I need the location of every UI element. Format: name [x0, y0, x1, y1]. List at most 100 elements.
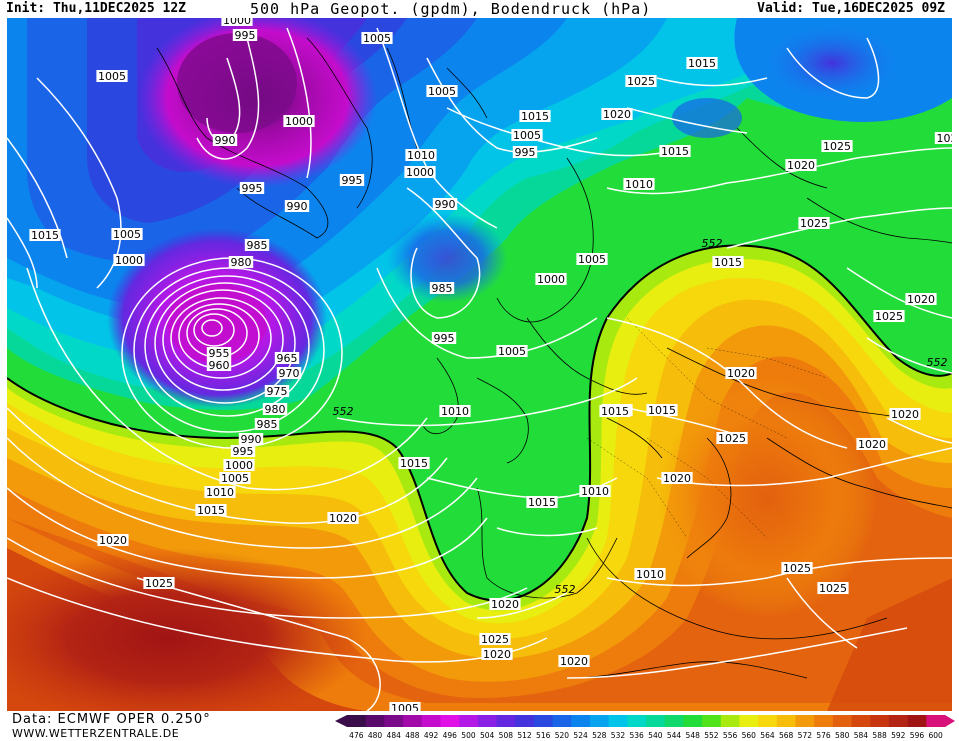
scale-tick-label: 576: [816, 731, 831, 740]
svg-text:1005: 1005: [498, 345, 526, 358]
svg-text:1010: 1010: [441, 405, 469, 418]
isobar-label: 1025: [143, 577, 175, 590]
svg-text:1025: 1025: [875, 310, 903, 323]
scale-arrow-left: [335, 715, 347, 727]
isobar-label: 1000: [535, 273, 567, 286]
isobar-label: 1005: [576, 253, 608, 266]
isobar-label: 1015: [659, 145, 691, 158]
isobar-label: 1020: [481, 648, 513, 661]
svg-text:1020: 1020: [663, 472, 691, 485]
svg-text:1025: 1025: [627, 75, 655, 88]
scale-tick-label: 536: [629, 731, 644, 740]
svg-text:1000: 1000: [223, 18, 251, 27]
scale-tick-label: 544: [667, 731, 682, 740]
borders: [586, 317, 828, 539]
scale-tick-label: 484: [387, 731, 402, 740]
isobar-label: 1015: [712, 256, 744, 269]
svg-text:990: 990: [241, 433, 262, 446]
geopot-552-label: 552: [555, 583, 576, 596]
isobar-label: 1010: [579, 485, 611, 498]
svg-text:995: 995: [242, 182, 263, 195]
color-scale-legend: 476 480 484 488 492 496 500 504 508 512 516 520 524 5…: [335, 715, 955, 740]
svg-text:1020: 1020: [329, 512, 357, 525]
svg-text:102: 102: [937, 132, 953, 145]
scale-tick-label: 564: [760, 731, 775, 740]
scale-tick-label: 532: [611, 731, 626, 740]
isobar-label: 1005: [511, 129, 543, 142]
isobar-label: 102: [934, 132, 953, 145]
scale-swatch: [664, 715, 684, 727]
svg-text:990: 990: [287, 200, 308, 213]
isobar-label: 1025: [817, 582, 849, 595]
svg-text:995: 995: [434, 332, 455, 345]
isobar-label: 1000: [283, 115, 315, 128]
svg-text:1020: 1020: [491, 598, 519, 611]
scale-tick-label: 476: [349, 731, 364, 740]
svg-text:1015: 1015: [521, 110, 549, 123]
svg-text:1005: 1005: [391, 702, 419, 711]
svg-text:995: 995: [342, 174, 363, 187]
isobar-label: 1020: [558, 655, 590, 668]
scale-swatch: [870, 715, 890, 727]
scale-swatch: [888, 715, 909, 727]
svg-text:1020: 1020: [891, 408, 919, 421]
isobar-label: 1005: [219, 472, 251, 485]
svg-text:1000: 1000: [537, 273, 565, 286]
website-url: WWW.WETTERZENTRALE.DE: [12, 727, 180, 740]
svg-text:1010: 1010: [625, 178, 653, 191]
scale-tick-label: 524: [573, 731, 588, 740]
isobar-label: 1010: [204, 486, 236, 499]
svg-text:1020: 1020: [560, 655, 588, 668]
geopot-552-label: 552: [702, 237, 723, 250]
scale-tick-label: 488: [405, 731, 420, 740]
isobar-label: 1000: [113, 254, 145, 267]
isobar-label: 1005: [389, 702, 421, 711]
scale-swatch: [758, 715, 778, 727]
scale-tick-label: 556: [723, 731, 738, 740]
isobar-label: 1025: [873, 310, 905, 323]
scale-tick-label: 600: [928, 731, 943, 740]
header-bar: Init: Thu,11DEC2025 12Z 500 hPa Geopot. …: [0, 0, 959, 18]
isobar-label: 1020: [489, 598, 521, 611]
svg-text:985: 985: [432, 282, 453, 295]
svg-text:1015: 1015: [601, 405, 629, 418]
isobar-label: 1000: [223, 459, 255, 472]
isobar-label: 970: [276, 367, 302, 380]
svg-text:990: 990: [215, 134, 236, 147]
isobar-label: 995: [230, 445, 256, 458]
svg-text:1020: 1020: [727, 367, 755, 380]
isobar-label: 1020: [725, 367, 757, 380]
svg-text:1000: 1000: [406, 166, 434, 179]
svg-text:1015: 1015: [31, 229, 59, 242]
svg-text:1020: 1020: [99, 534, 127, 547]
isobar-label: 1015: [195, 504, 227, 517]
isobar-label: 1015: [519, 110, 551, 123]
svg-text:1025: 1025: [481, 633, 509, 646]
svg-text:1005: 1005: [363, 32, 391, 45]
valid-time: Valid: Tue,16DEC2025 09Z: [757, 1, 945, 16]
scale-tick-label: 512: [517, 731, 532, 740]
svg-text:985: 985: [247, 239, 268, 252]
scale-tick-label: 548: [686, 731, 701, 740]
isobars: [7, 27, 952, 711]
isobar-label: 1010: [634, 568, 666, 581]
scale-tick-label: 588: [872, 731, 887, 740]
color-scale-bar: [335, 715, 955, 727]
isobar-label: 995: [239, 182, 265, 195]
isobar-label: 1020: [601, 108, 633, 121]
svg-text:970: 970: [279, 367, 300, 380]
svg-text:995: 995: [515, 146, 536, 159]
scale-swatch: [384, 715, 404, 727]
isobar-label: 1010: [623, 178, 655, 191]
isobar-label: 1000: [221, 18, 253, 27]
isobar-label: 1005: [96, 70, 128, 83]
scale-swatch: [608, 715, 628, 727]
isobar-label: 1025: [625, 75, 657, 88]
scale-tick-label: 504: [480, 731, 495, 740]
init-time: Init: Thu,11DEC2025 12Z: [6, 1, 187, 16]
scale-swatch: [627, 715, 647, 727]
scale-tick-label: 596: [910, 731, 925, 740]
isobar-label: 1020: [889, 408, 921, 421]
scale-swatch: [459, 715, 479, 727]
